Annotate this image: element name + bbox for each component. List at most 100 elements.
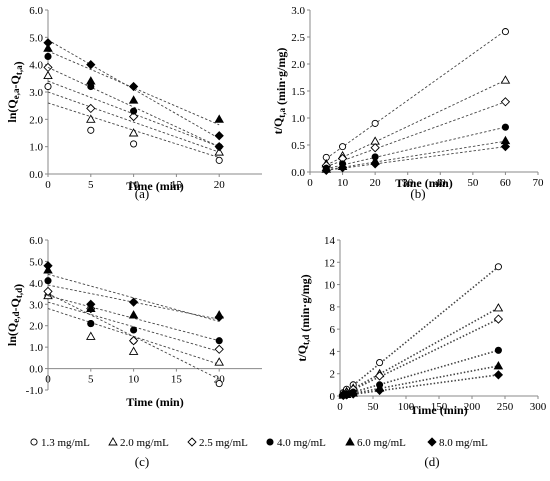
- data-point-d-5-3: [374, 385, 385, 396]
- data-point-a-3-0: [44, 52, 52, 61]
- fit-line-b-2: [326, 101, 506, 168]
- data-point-a-2-1: [86, 103, 96, 114]
- data-point-d-3-4: [494, 346, 502, 354]
- fit-line-b-3: [326, 126, 506, 170]
- fit-line-a-5: [47, 39, 220, 139]
- data-point-b-2-3: [500, 97, 511, 107]
- chart-panel-c: -1.0 0.0 1.0 2.0 3.0 4.0 5.0 6.0 0 5 10 15 20 Time (m…: [5, 235, 262, 469]
- panel-label-b: (b): [410, 186, 425, 201]
- x-tick-label-d: 0: [337, 401, 343, 413]
- data-point-c-3-0: [44, 277, 52, 285]
- x-tick-label-b: 20: [370, 177, 382, 189]
- x-tick-label-a: 10: [128, 179, 140, 191]
- x-tick-label-a: 0: [45, 179, 51, 191]
- x-tick-label-c: 20: [214, 374, 226, 386]
- data-point-a-0-1: [87, 126, 95, 134]
- fit-line-d-5: [339, 374, 499, 397]
- y-axis-title-b: t/Qt,a (min·g/mg): [271, 48, 288, 135]
- y-tick-label-b: 0.5: [291, 140, 305, 152]
- data-point-c-4-2: [128, 310, 139, 319]
- legend-label-2: 2.5 mg/mL: [199, 437, 248, 449]
- y-tick-label-c: 3.0: [29, 299, 43, 311]
- data-point-a-2-2: [128, 111, 139, 122]
- data-point-b-5-3: [500, 141, 511, 152]
- legend: 1.3 mg/mL 2.0 mg/mL 2.5 mg/mL 4.0 mg/mL 6.0 …: [30, 437, 488, 449]
- data-point-b-5-1: [337, 163, 348, 173]
- data-point-b-3-3: [501, 123, 509, 131]
- y-tick-label-c: 4.0: [29, 278, 43, 290]
- legend-marker-5: [427, 437, 437, 447]
- fit-line-b-4: [326, 140, 506, 171]
- y-tick-label-d: 12: [324, 257, 335, 269]
- fit-line-b-1: [326, 79, 506, 166]
- data-point-a-0-3: [215, 156, 223, 164]
- y-tick-label-c: 6.0: [29, 235, 43, 247]
- fit-line-a-0: [47, 102, 220, 159]
- data-point-d-4-4: [493, 361, 504, 370]
- data-point-a-4-3: [214, 114, 224, 123]
- y-tick-label-b: 0.0: [291, 167, 305, 179]
- fit-line-d-2: [339, 318, 499, 397]
- data-point-c-2-0: [43, 286, 53, 297]
- panel-label-d: (d): [424, 454, 439, 469]
- x-tick-label-b: 30: [402, 177, 414, 189]
- data-point-a-0-0: [44, 82, 52, 91]
- x-tick-label-b: 70: [533, 177, 545, 189]
- x-tick-label-d: 100: [398, 401, 415, 413]
- legend-marker-4: [345, 437, 355, 446]
- data-point-a-1-1: [86, 114, 96, 123]
- fit-line-d-0: [339, 266, 499, 397]
- data-point-d-1-4: [493, 303, 504, 312]
- data-point-d-5-2: [348, 389, 358, 399]
- data-point-a-1-3: [214, 147, 224, 156]
- y-axis-title-c: ln(Qe,d-Qt,d): [5, 284, 25, 346]
- legend-marker-0: [30, 438, 38, 446]
- y-tick-label-a: 1.0: [29, 142, 43, 154]
- x-tick-label-c: 0: [45, 374, 51, 386]
- y-tick-label-a: 2.0: [29, 114, 43, 126]
- data-point-c-1-1: [86, 331, 96, 340]
- x-tick-label-c: 10: [128, 374, 140, 386]
- x-axis-title-c: Time (min): [126, 395, 183, 409]
- x-tick-label-d: 150: [431, 401, 448, 413]
- legend-label-4: 6.0 mg/mL: [357, 437, 406, 449]
- legend-label-1: 2.0 mg/mL: [120, 437, 169, 449]
- y-tick-label-a: 4.0: [29, 60, 43, 72]
- y-axis-title-a: ln(Qe,a-Qt,a): [5, 61, 25, 122]
- x-tick-label-d: 200: [464, 401, 481, 413]
- data-point-a-1-0: [43, 70, 53, 80]
- y-tick-label-c: 0.0: [29, 364, 43, 376]
- data-point-b-5-0: [321, 165, 331, 176]
- x-tick-label-a: 5: [88, 179, 94, 191]
- x-axis-title-b: Time (min): [395, 176, 452, 190]
- x-tick-label-a: 20: [214, 179, 226, 191]
- x-tick-label-d: 250: [497, 401, 514, 413]
- data-point-c-5-0: [43, 261, 53, 271]
- data-point-c-3-1: [87, 320, 95, 328]
- x-tick-label-d: 50: [368, 401, 380, 413]
- x-tick-label-c: 15: [171, 374, 183, 386]
- x-tick-label-a: 15: [171, 179, 183, 191]
- y-tick-label-c: -1.0: [26, 385, 44, 397]
- data-point-a-5-2: [128, 81, 139, 92]
- legend-label-0: 1.3 mg/mL: [41, 437, 90, 449]
- y-tick-label-c: 1.0: [29, 342, 43, 354]
- y-tick-label-d: 2: [330, 369, 336, 381]
- fit-line-d-1: [339, 307, 499, 397]
- data-point-c-0-3: [215, 380, 223, 388]
- legend-marker-3: [266, 438, 274, 446]
- data-point-c-2-3: [214, 344, 224, 354]
- y-tick-label-b: 3.0: [291, 5, 305, 17]
- data-point-c-1-2: [128, 346, 139, 355]
- data-point-d-2-4: [493, 314, 504, 324]
- data-point-c-3-2: [130, 326, 138, 334]
- data-point-a-3-3: [215, 143, 223, 151]
- panel-label-a: (a): [135, 186, 149, 201]
- y-tick-label-c: 5.0: [29, 256, 43, 268]
- y-tick-label-a: 3.0: [29, 87, 43, 99]
- data-point-b-0-3: [501, 28, 509, 36]
- fit-line-b-0: [326, 30, 506, 159]
- data-point-b-5-2: [370, 159, 380, 169]
- y-tick-label-b: 1.0: [291, 113, 305, 125]
